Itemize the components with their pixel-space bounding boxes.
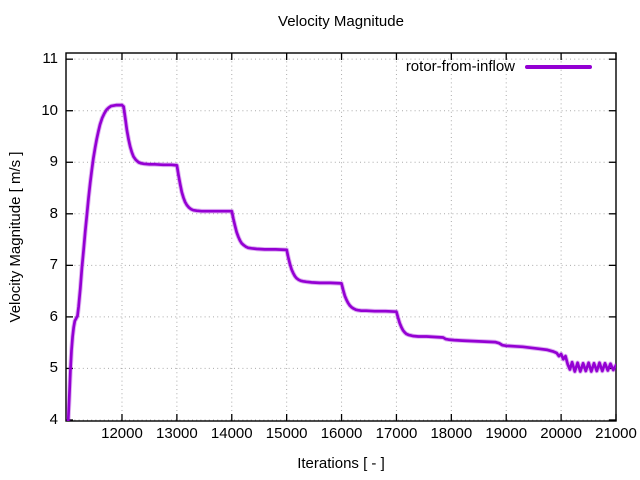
y-tick-label: 8 <box>49 204 58 222</box>
series-line <box>66 103 616 421</box>
plot-border <box>65 52 617 422</box>
y-tick-label: 9 <box>49 153 58 171</box>
x-tick-label: 20000 <box>540 425 582 442</box>
legend: rotor-from-inflow <box>406 58 592 75</box>
x-tick-label: 12000 <box>101 425 143 442</box>
x-tick-label: 15000 <box>265 425 308 442</box>
x-tick-label: 18000 <box>430 425 473 442</box>
y-tick-label: 4 <box>49 410 58 428</box>
y-tick-label: 5 <box>49 359 58 377</box>
x-tick-label: 13000 <box>156 425 198 442</box>
x-tick-label: 17000 <box>375 425 418 442</box>
x-axis-label: Iterations [ - ] <box>297 455 385 472</box>
x-tick-label: 21000 <box>595 425 637 442</box>
x-tick-label: 16000 <box>320 425 363 442</box>
x-tick-label: 14000 <box>210 425 253 442</box>
y-tick-label: 10 <box>41 101 58 119</box>
series-line-halo <box>66 102 616 421</box>
legend-line-sample <box>525 64 592 69</box>
y-tick-label: 6 <box>49 307 58 325</box>
chart-title: Velocity Magnitude <box>278 13 404 30</box>
y-tick-label: 11 <box>42 50 58 68</box>
legend-label: rotor-from-inflow <box>405 58 515 75</box>
y-tick-label: 7 <box>49 256 58 274</box>
y-axis-label: Velocity Magnitude [ m/s ] <box>7 151 24 323</box>
x-tick-label: 19000 <box>485 425 528 442</box>
